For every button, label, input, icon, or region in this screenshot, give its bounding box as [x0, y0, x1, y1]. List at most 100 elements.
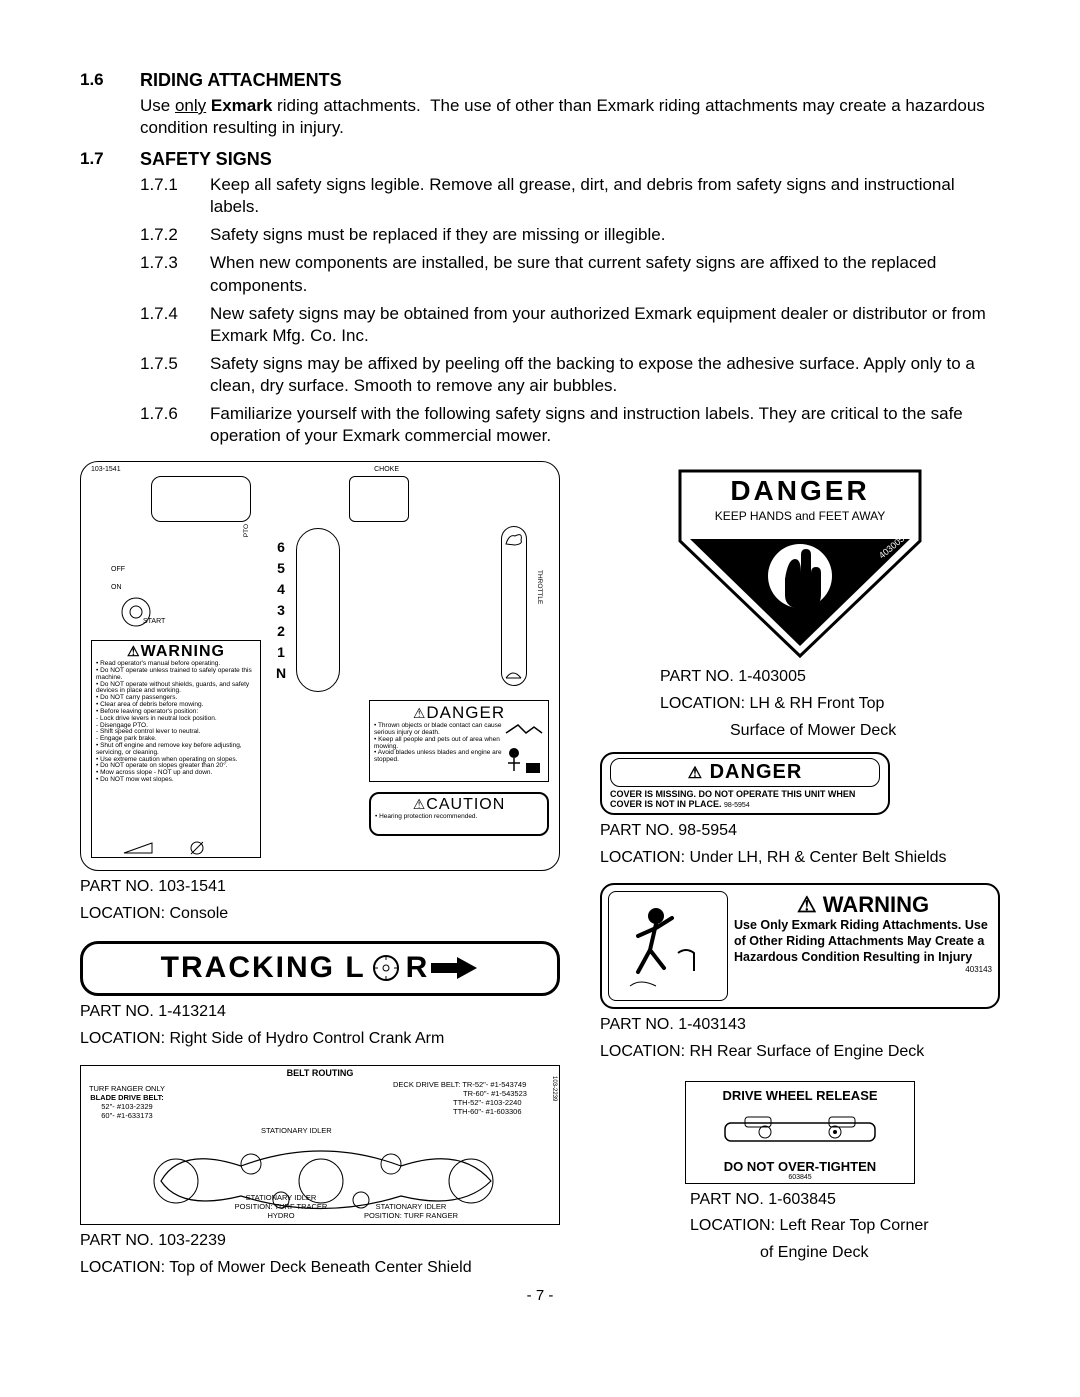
l: TTH-52"- #103-2240	[393, 1098, 553, 1107]
l: TR-60"- #1-543523	[393, 1089, 553, 1098]
section-1-6-body: Use only Exmark Exmark riding attachment…	[140, 95, 1000, 139]
c: 403143	[734, 965, 992, 975]
t: DANGER	[600, 475, 1000, 507]
item-176: 1.7.6Familiarize yourself with the follo…	[140, 403, 1000, 447]
code: 103-2239	[551, 1076, 557, 1101]
l: BLADE DRIVE BELT:	[87, 1093, 167, 1102]
t: When new components are installed, be su…	[210, 252, 1000, 296]
item-171: 1.7.1Keep all safety signs legible. Remo…	[140, 174, 1000, 218]
n: 1.7.4	[140, 303, 210, 347]
t: DANGER	[426, 703, 505, 722]
throttle-label: THROTTLE	[536, 570, 543, 604]
gear-numbers: 6 5 4 3 2 1 N	[276, 537, 286, 684]
l: STATIONARY IDLER POSITION: TURF RANGER	[361, 1202, 461, 1220]
shield-part: PART NO. 1-403005	[660, 667, 1000, 688]
l: • Avoid blades unless blades and engine …	[374, 750, 504, 764]
start-label: START	[143, 618, 165, 625]
l: • Thrown objects or blade contact can ca…	[374, 723, 504, 737]
t: New safety signs may be obtained from yo…	[210, 303, 1000, 347]
l: DECK DRIVE BELT: TR-52"- #1-543749	[393, 1080, 553, 1089]
pto-label: PTO	[243, 524, 250, 537]
b: Use Only Exmark Riding Attachments. Use …	[734, 918, 992, 965]
off-label: OFF	[111, 566, 125, 573]
l: 52"- #103-2329	[87, 1102, 167, 1111]
lever-slot	[296, 528, 340, 692]
c: 98-5954	[724, 802, 750, 809]
dwr-loc2: of Engine Deck	[760, 1243, 1000, 1264]
danger-cover-decal: ⚠ DANGER COVER IS MISSING. DO NOT OPERAT…	[600, 752, 890, 816]
release-lever-icon	[715, 1107, 885, 1153]
warning-riding-decal: ⚠ WARNING Use Only Exmark Riding Attachm…	[600, 883, 1000, 1009]
section-1-6-heading: 1.6 RIDING ATTACHMENTS	[80, 70, 1000, 95]
left-column: 103-1541 CHOKE PTO THROTTLE	[80, 461, 560, 1279]
s: KEEP HANDS and FEET AWAY	[600, 509, 1000, 523]
belt-routing-decal: BELT ROUTING TURF RANGER ONLY BLADE DRIV…	[80, 1065, 560, 1225]
t2: R	[406, 951, 430, 985]
caution-box: ⚠CAUTION • Hearing protection recommende…	[369, 792, 549, 836]
fall-icon-box	[608, 891, 728, 1001]
warning-box: ⚠WARNING • Read operator's manual before…	[91, 640, 261, 858]
t: CAUTION	[426, 796, 505, 813]
t: DRIVE WHEEL RELEASE	[692, 1088, 908, 1103]
t: Keep all safety signs legible. Remove al…	[210, 174, 1000, 218]
n1: 1	[276, 642, 286, 663]
knob-icon	[366, 953, 406, 983]
section-1-7-heading: 1.7 SAFETY SIGNS	[80, 149, 1000, 174]
throttle-slot	[501, 526, 527, 686]
n: 1.7.6	[140, 403, 210, 447]
n: 1.7.1	[140, 174, 210, 218]
section-title: RIDING ATTACHMENTS	[140, 70, 342, 91]
l: • Hearing protection recommended.	[375, 814, 543, 821]
right-column: 403005 DANGER KEEP HANDS and FEET AWAY P…	[600, 461, 1000, 1279]
l: • Keep all people and pets out of area w…	[374, 737, 504, 751]
title: ⚠ DANGER	[610, 758, 880, 787]
belt-title: BELT ROUTING	[81, 1066, 559, 1078]
l: 60"- #1-633173	[87, 1111, 167, 1120]
warn-lines: • Read operator's manual before operatin…	[96, 661, 256, 784]
belt-loc: LOCATION: Top of Mower Deck Beneath Cent…	[80, 1258, 560, 1279]
n: 1.7.3	[140, 252, 210, 296]
choke-box	[349, 476, 409, 522]
person-falling-icon	[618, 898, 718, 993]
txt: Exmark	[206, 96, 272, 115]
l: TURF RANGER ONLY	[87, 1084, 167, 1093]
section-num: 1.7	[80, 149, 140, 174]
danger-shield-decal: 403005 DANGER KEEP HANDS and FEET AWAY	[600, 461, 1000, 661]
shield-loc2: Surface of Mower Deck	[730, 721, 1000, 742]
section-title: SAFETY SIGNS	[140, 149, 272, 170]
tracking-part: PART NO. 1-413214	[80, 1002, 560, 1023]
b: DO NOT OVER-TIGHTEN	[692, 1159, 908, 1174]
l: STATIONARY IDLER POSITION: TURF TRACER H…	[231, 1193, 331, 1220]
tracking-loc: LOCATION: Right Side of Hydro Control Cr…	[80, 1029, 560, 1050]
l: TTH-60"- #1-603306	[393, 1107, 553, 1116]
n5: 5	[276, 558, 286, 579]
console-partcode: 103-1541	[91, 466, 121, 473]
warning-title: ⚠WARNING	[96, 643, 256, 661]
belt-part: PART NO. 103-2239	[80, 1231, 560, 1252]
rabbit-icon	[503, 530, 525, 548]
warn-head: ⚠ WARNING	[734, 891, 992, 919]
console-decal: 103-1541 CHOKE PTO THROTTLE	[80, 461, 560, 871]
danger-title: ⚠DANGER	[374, 703, 544, 723]
c: 603845	[692, 1174, 908, 1181]
n3: 3	[276, 600, 286, 621]
wr-loc: LOCATION: RH Rear Surface of Engine Deck	[600, 1042, 1000, 1063]
t: WARNING	[141, 643, 225, 660]
txt: Use	[140, 96, 175, 115]
turtle-icon	[503, 666, 525, 682]
dwr-loc1: LOCATION: Left Rear Top Corner	[690, 1216, 1000, 1237]
shield-loc1: LOCATION: LH & RH Front Top	[660, 694, 1000, 715]
tracking-decal: TRACKING L R	[80, 941, 560, 996]
n4: 4	[276, 579, 286, 600]
item-174: 1.7.4New safety signs may be obtained fr…	[140, 303, 1000, 347]
dwr-part: PART NO. 1-603845	[690, 1190, 1000, 1211]
section-num: 1.6	[80, 70, 140, 95]
dc-part: PART NO. 98-5954	[600, 821, 1000, 842]
arrow-right-icon	[429, 955, 479, 981]
n2: 2	[276, 621, 286, 642]
t: TRACKING L	[161, 951, 366, 985]
l: • Do NOT mow wet slopes.	[96, 777, 256, 784]
panel-box	[151, 476, 251, 522]
n: 1.7.2	[140, 224, 210, 246]
t: Safety signs must be replaced if they ar…	[210, 224, 1000, 246]
